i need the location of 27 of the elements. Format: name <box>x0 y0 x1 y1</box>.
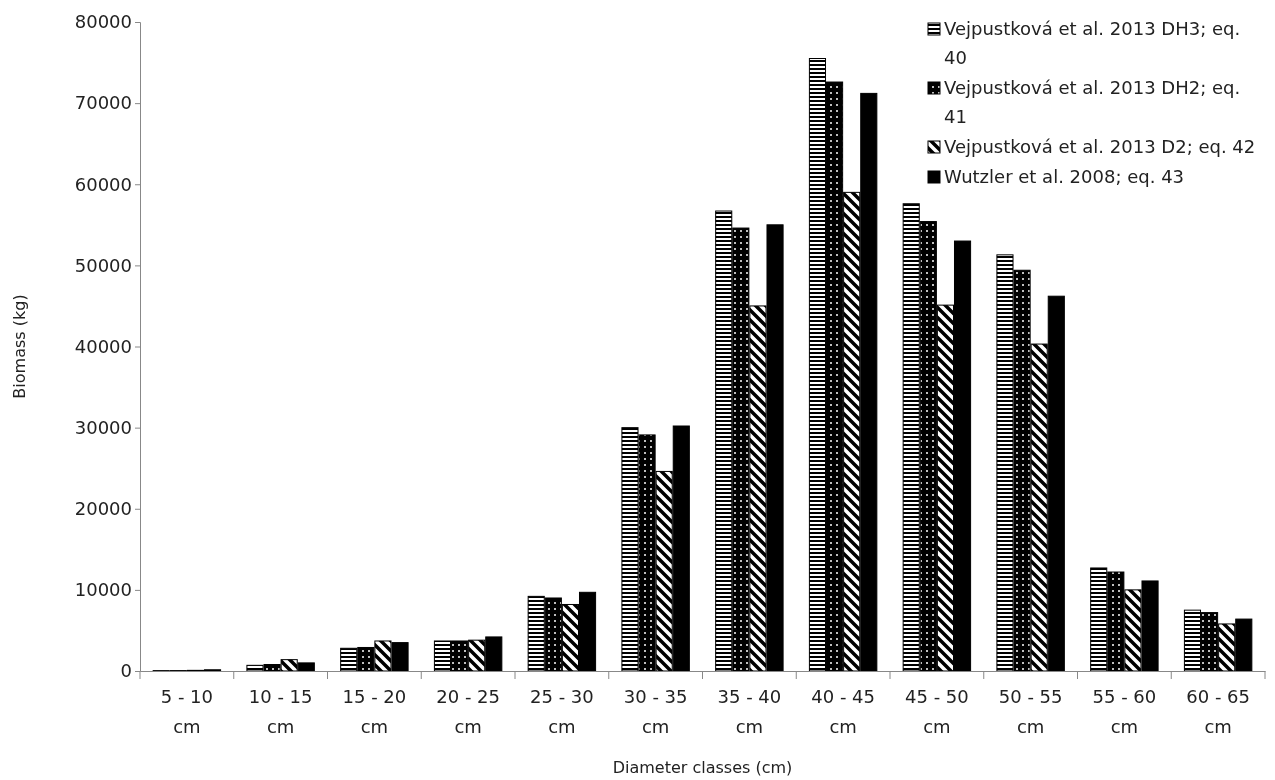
x-tick-label: 55 - 60 cm <box>1092 686 1157 737</box>
y-tick-label: 60000 <box>74 173 132 195</box>
y-tick-label: 80000 <box>74 11 132 33</box>
x-tick-label: 50 - 55 cm <box>998 686 1063 737</box>
x-tick-label: 35 - 40 cm <box>717 686 782 737</box>
x-tick-label: 15 - 20 cm <box>342 686 407 737</box>
x-tick-label: 25 - 30 cm <box>530 686 594 737</box>
y-tick-label: 40000 <box>74 335 132 357</box>
x-axis-title: Diameter classes (cm) <box>612 758 793 777</box>
legend-label: Vejpustková et al. 2013 D2; eq. 42 <box>944 136 1256 157</box>
legend-label: Wutzler et al. 2008; eq. 43 <box>944 166 1185 187</box>
x-tick-label: 10 - 15 cm <box>248 686 313 737</box>
x-tick-label: 40 - 45 cm <box>811 686 875 737</box>
legend-label: Vejpustková et al. 2013 DH2; eq. 41 <box>944 77 1241 127</box>
y-axis-title: Biomass (kg) <box>10 294 29 399</box>
x-tick-label: 30 - 35 cm <box>623 686 688 737</box>
y-tick-label: 0 <box>120 660 132 682</box>
y-tick-label: 30000 <box>74 416 132 438</box>
y-tick-label: 50000 <box>74 254 132 276</box>
y-tick-label: 10000 <box>74 579 132 601</box>
x-tick-label: 20 - 25 cm <box>436 686 500 737</box>
x-tick-label: 45 - 50 cm <box>905 686 969 737</box>
y-tick-label: 20000 <box>74 498 132 520</box>
x-tick-label: 5 - 10 cm <box>160 686 214 737</box>
x-tick-label: 60 - 65 cm <box>1186 686 1250 737</box>
legend-label: Vejpustková et al. 2013 DH3; eq. 40 <box>944 18 1241 68</box>
y-tick-label: 70000 <box>74 92 132 114</box>
